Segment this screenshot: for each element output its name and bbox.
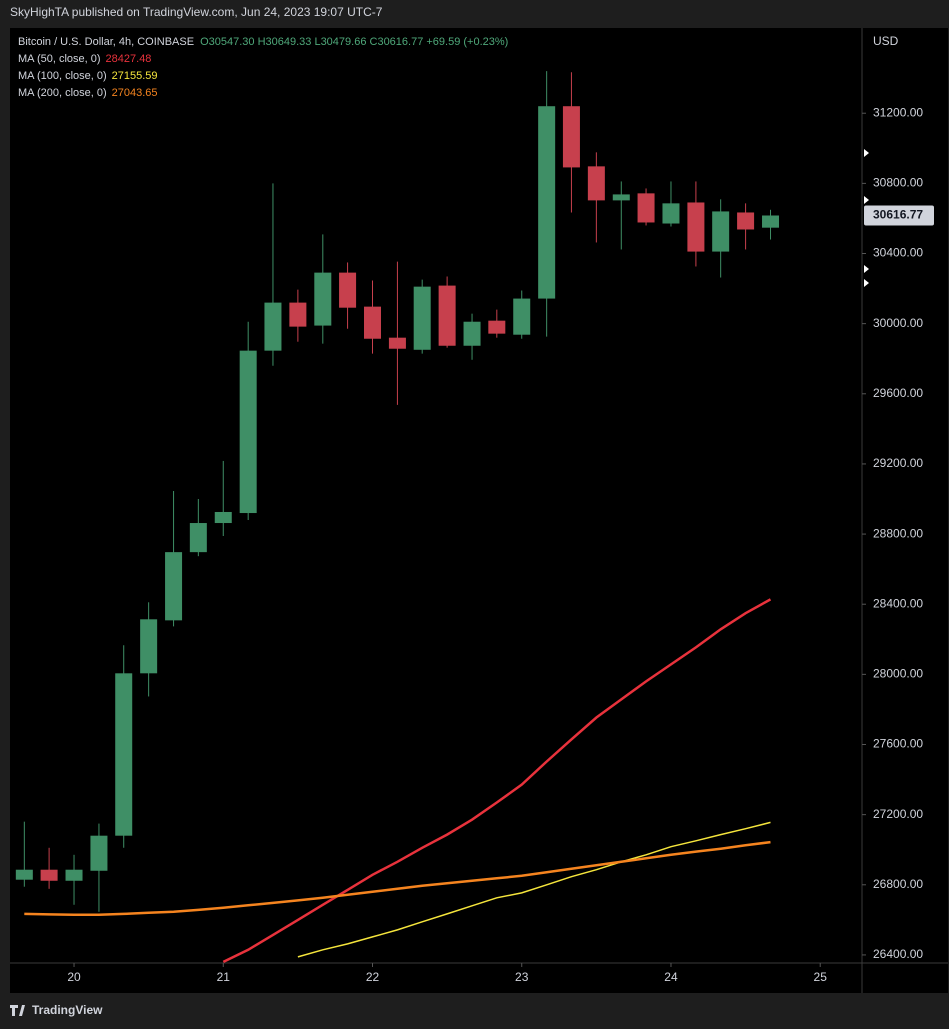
legend-name: MA (50, close, 0) — [18, 53, 101, 65]
candle-body — [538, 106, 556, 299]
y-tick-label: 30400.00 — [873, 246, 923, 260]
candle-body — [165, 552, 183, 621]
candle-body — [612, 194, 630, 201]
x-tick-label: 24 — [664, 970, 678, 984]
candle-body — [115, 673, 133, 836]
legend-name: MA (200, close, 0) — [18, 87, 107, 99]
candle-body — [189, 523, 207, 553]
y-tick-label: 27200.00 — [873, 807, 923, 821]
x-tick-label: 20 — [67, 970, 81, 984]
candle-body — [289, 302, 307, 327]
alert-markers — [864, 149, 869, 287]
candle-body — [339, 272, 357, 308]
candle-body — [413, 286, 431, 350]
x-tick-label: 25 — [814, 970, 828, 984]
candle-body — [363, 306, 381, 339]
logo — [10, 1005, 25, 1016]
candle-body — [264, 302, 282, 351]
y-tick-label: 30800.00 — [873, 176, 923, 190]
y-tick-label: 28000.00 — [873, 667, 923, 681]
legend-name: MA (100, close, 0) — [18, 70, 107, 82]
candle-body — [90, 835, 108, 871]
candle-body — [438, 285, 456, 346]
y-tick-label: 29200.00 — [873, 456, 923, 470]
legend-value: 27155.59 — [112, 70, 158, 82]
candle-body — [513, 298, 531, 335]
y-tick-label: 28400.00 — [873, 596, 923, 610]
x-tick-label: 23 — [515, 970, 529, 984]
y-tick-label: 29600.00 — [873, 386, 923, 400]
plot — [15, 71, 780, 963]
ohlc-label: O30547.30 H30649.33 L30479.66 C30616.77 … — [200, 36, 508, 48]
moving-average — [222, 598, 772, 963]
legend-value: 27043.65 — [112, 87, 158, 99]
moving-average — [24, 840, 771, 917]
candle-body — [587, 166, 605, 201]
candle-body — [687, 202, 705, 252]
x-tick-label: 21 — [217, 970, 231, 984]
publisher: SkyHighTA published on TradingView.com, … — [10, 5, 383, 19]
candle-body — [65, 869, 83, 881]
y-tick-label: 27600.00 — [873, 737, 923, 751]
y-tick-label: 30000.00 — [873, 316, 923, 330]
logo-text: TradingView — [32, 1003, 103, 1017]
y-tick-label: 26400.00 — [873, 947, 923, 961]
candle-body — [239, 350, 257, 514]
y-tick-label: 26800.00 — [873, 877, 923, 891]
candle-body — [637, 193, 655, 223]
candle-body — [140, 619, 158, 674]
y-tick-label: 31200.00 — [873, 105, 923, 119]
candle-body — [762, 215, 780, 228]
price-label: 30616.77 — [873, 208, 923, 222]
candle-body — [388, 337, 406, 349]
chart-title: Bitcoin / U.S. Dollar, 4h, COINBASE — [18, 36, 194, 48]
y-axis-label: USD — [873, 34, 899, 48]
x-tick-label: 22 — [366, 970, 380, 984]
plot-area — [10, 28, 948, 993]
candle-body — [488, 320, 506, 334]
candle-body — [662, 203, 680, 224]
candle-body — [737, 212, 755, 230]
y-tick-label: 28800.00 — [873, 526, 923, 540]
candle-body — [40, 869, 58, 881]
candle-body — [562, 106, 580, 168]
moving-average — [297, 821, 771, 958]
candle-body — [463, 321, 481, 346]
candle-body — [314, 272, 332, 326]
candle-body — [214, 511, 232, 524]
candle-body — [15, 869, 33, 880]
price-label-box — [864, 205, 934, 226]
candle-body — [712, 211, 730, 252]
legend-value: 28427.48 — [106, 53, 152, 65]
